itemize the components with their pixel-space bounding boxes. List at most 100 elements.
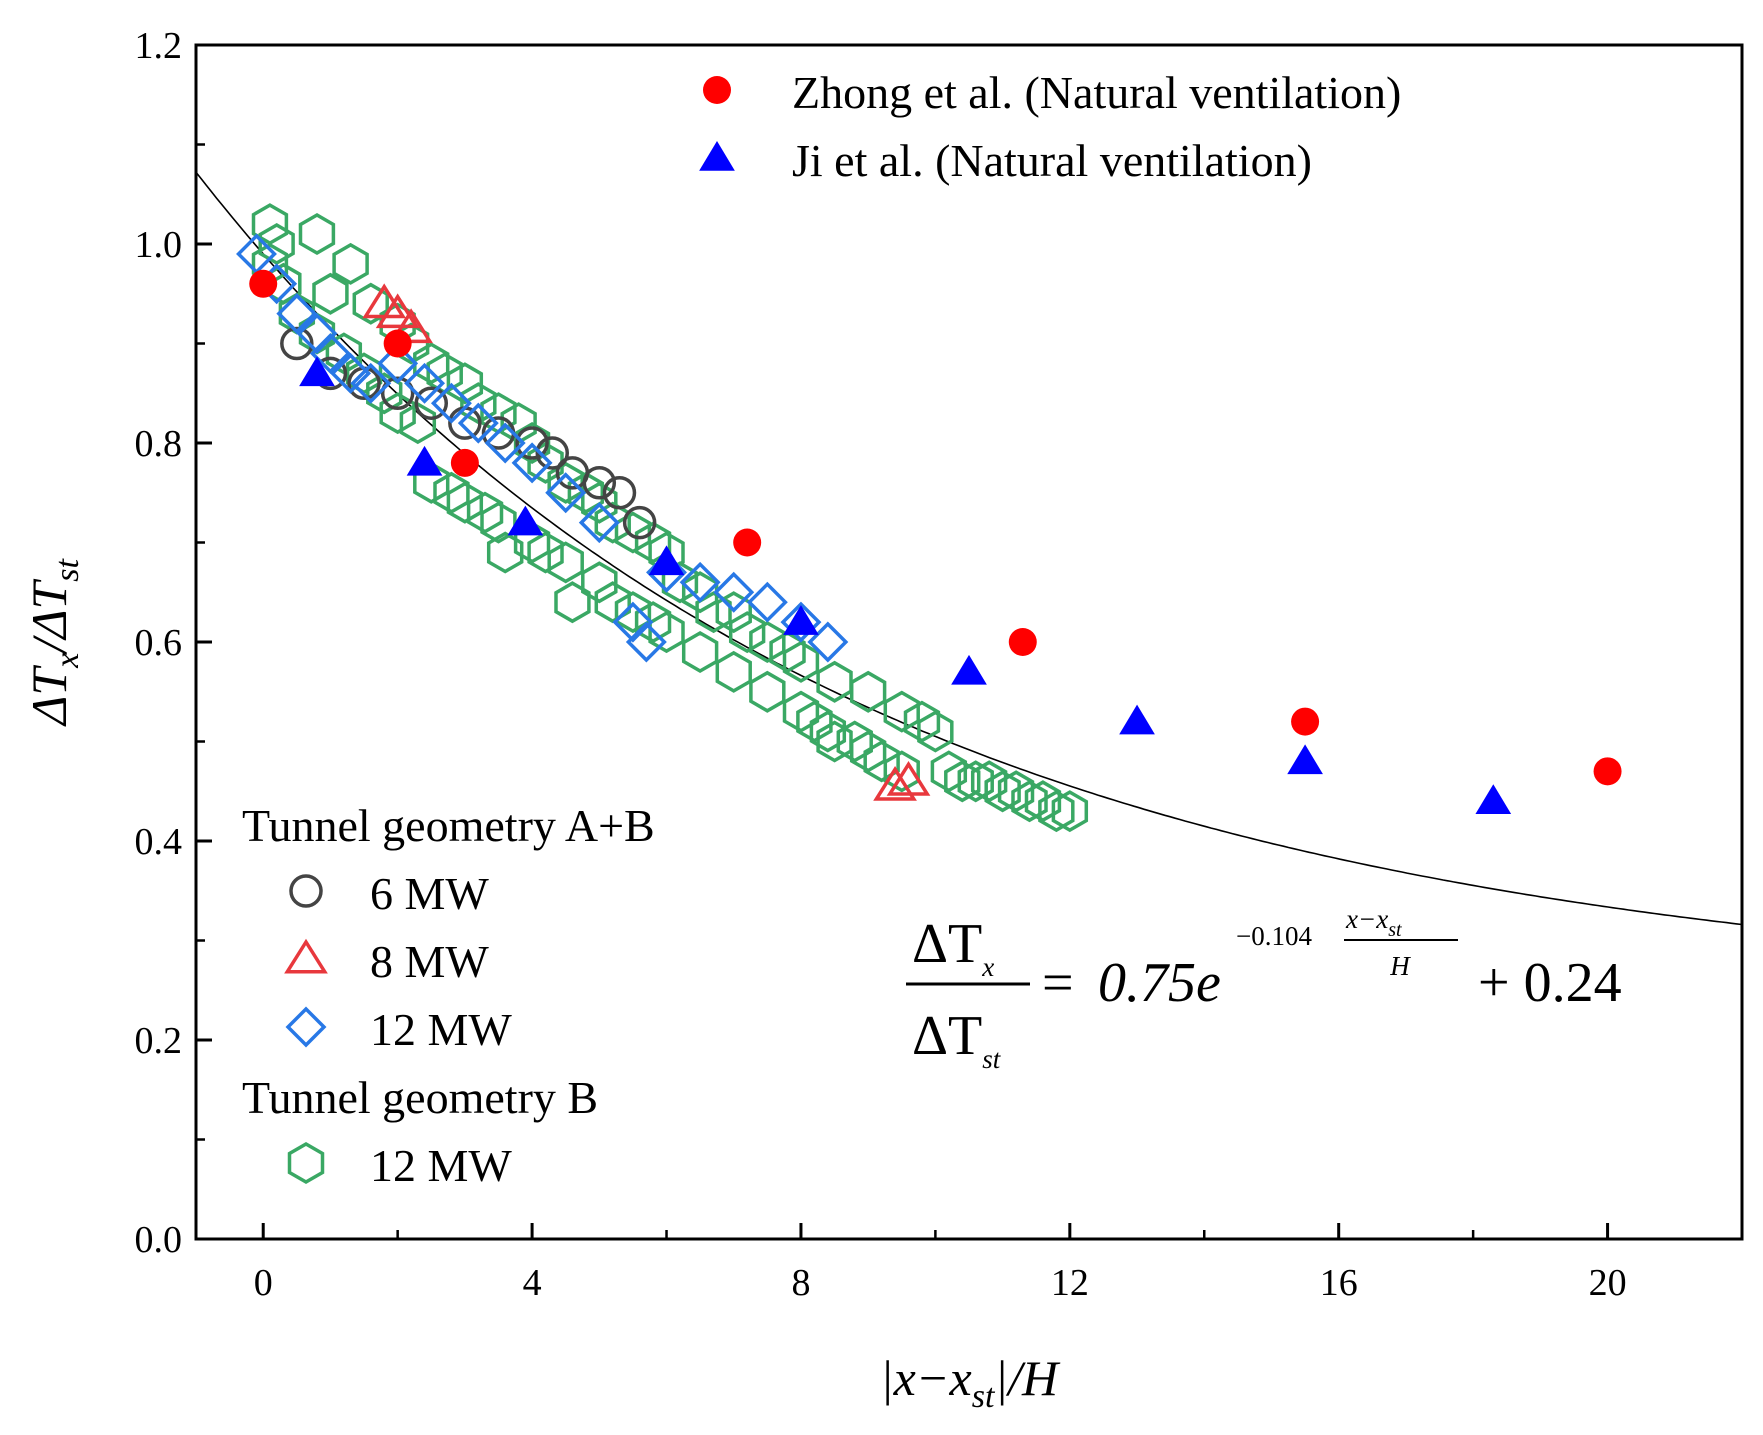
data-point [1593,757,1622,786]
data-point [312,272,349,315]
data-point [249,269,278,298]
data-point [715,650,752,693]
series-open-hexagon [251,203,1089,833]
data-point [527,441,564,484]
x-tick-label: 4 [523,1262,542,1304]
data-point [997,770,1035,813]
data-point [849,730,887,773]
data-point [625,621,667,663]
data-point [612,601,654,643]
data-point [383,329,412,358]
eq-equals: = [1042,952,1074,1014]
eq-exponent-numerator: x−xst [1345,904,1402,941]
fit-curve [196,171,1742,926]
data-point [816,660,853,703]
legend-label: Zhong et al. (Natural ventilation) [792,67,1401,118]
data-point [780,601,822,643]
data-point [298,212,336,256]
data-point [917,710,954,753]
data-point [377,342,419,384]
data-point [951,654,987,685]
data-point [380,376,415,410]
fit-equation: ΔTx ΔTst = 0.75e −0.104 x−xst H + 0.24 [906,904,1622,1074]
y-tick-label: 1.2 [135,25,183,67]
series-filled-circle [249,269,1622,786]
y-tick-label: 0.8 [135,423,183,465]
data-point [404,362,446,404]
fit-curve-layer [196,171,1742,926]
data-point [567,471,605,514]
data-point [883,690,920,733]
data-point [1008,628,1037,656]
legend-label: Ji et al. (Natural ventilation) [792,135,1312,186]
data-point [769,630,806,674]
y-tick-label: 0.2 [135,1020,183,1062]
data-point [1119,704,1155,735]
data-point [749,670,786,713]
data-point [1291,707,1320,736]
data-point [486,531,524,574]
data-point [484,422,526,464]
data-point [480,501,517,544]
data-point [695,591,732,634]
data-point [433,471,470,514]
data-point [749,620,786,664]
eq-lhs-numerator: ΔTx [912,913,994,982]
series-open-diamond [236,233,849,663]
data-point [809,710,847,753]
data-point [414,386,449,420]
data-point [1011,780,1048,823]
data-point [873,765,917,801]
data-point [350,362,392,404]
y-tick-label: 0.4 [135,821,183,863]
legend-marker [703,76,731,104]
data-point [746,581,788,623]
data-point [957,760,994,803]
data-point [886,761,931,796]
data-point [296,313,338,355]
data-point [728,611,766,654]
data-point [258,222,295,266]
data-point [466,491,504,534]
data-point [1024,780,1062,823]
legend-label: 6 MW [370,868,489,919]
eq-lhs-denominator: ΔTst [912,1005,1002,1074]
data-point [406,445,443,476]
data-point [457,402,499,444]
legend-top: Zhong et al. (Natural ventilation) Ji et … [699,67,1401,186]
data-point [1475,784,1512,814]
data-point [614,511,652,554]
legend-label: 8 MW [370,936,489,987]
eq-exponent: −0.104 [1236,921,1312,951]
legend-group-heading: Tunnel geometry B [242,1072,598,1123]
x-axis-title: |x−xst|/H [880,1350,1061,1415]
data-point [679,561,721,603]
data-point [582,466,617,500]
data-point [648,545,685,576]
legend-marker [289,874,323,908]
data-point [622,505,657,540]
data-point [547,461,584,504]
data-point [863,740,900,783]
legend-marker [699,141,735,171]
data-point [634,601,672,644]
data-point [507,505,544,536]
legend-bottom: Tunnel geometry A+B 6 MW 8 MW 12 MW Tunnel g… [242,800,655,1191]
eq-coefficient: 0.75e [1098,952,1221,1014]
data-point [276,293,318,335]
eq-exponent-denominator: H [1389,951,1411,981]
y-tick-label: 1.0 [135,224,183,266]
data-point [545,472,587,514]
data-point [783,605,819,635]
data-point [782,690,820,733]
eq-constant: + 0.24 [1478,952,1622,1014]
x-tick-label: 8 [791,1262,810,1304]
data-point [379,392,416,435]
y-tick-label: 0.0 [135,1219,183,1261]
data-point [309,332,351,374]
legend-marker [287,1141,325,1185]
data-point [413,342,450,385]
data-point [581,561,618,604]
data-point [446,362,484,405]
